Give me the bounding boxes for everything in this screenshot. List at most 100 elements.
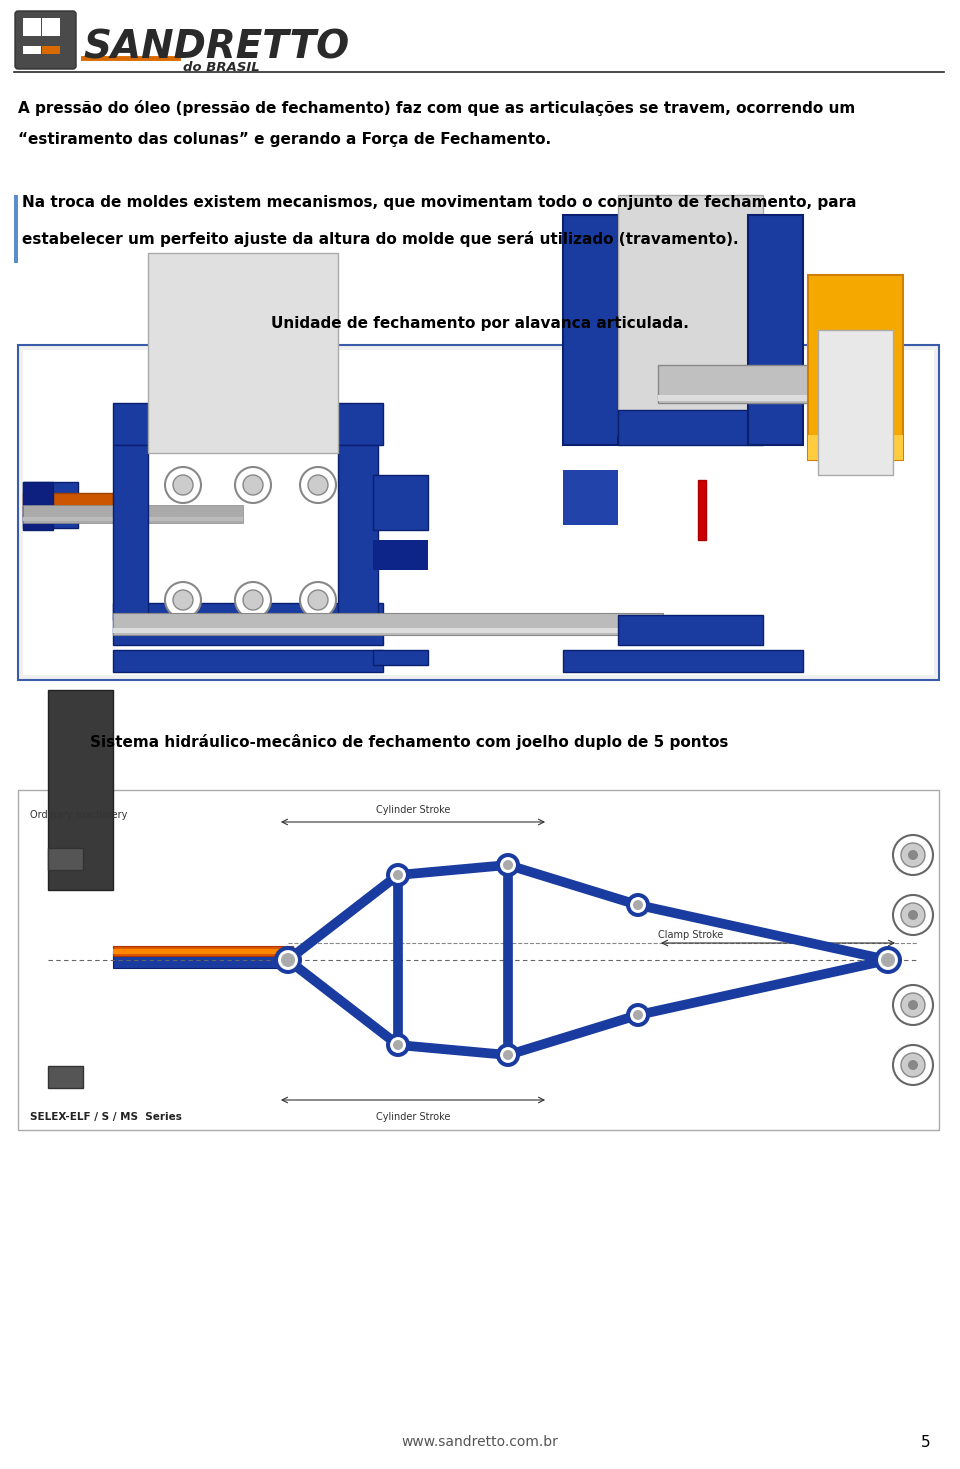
Bar bbox=[658, 364, 858, 403]
Text: Ordinary machinery: Ordinary machinery bbox=[30, 809, 128, 820]
Bar bbox=[48, 848, 83, 870]
Bar bbox=[818, 331, 893, 474]
Circle shape bbox=[908, 1000, 918, 1011]
Text: “estiramento das colunas” e gerando a Força de Fechamento.: “estiramento das colunas” e gerando a Fo… bbox=[18, 132, 551, 147]
Circle shape bbox=[893, 834, 933, 876]
Bar bbox=[113, 403, 383, 445]
Bar bbox=[42, 37, 60, 54]
Text: Cylinder Stroke: Cylinder Stroke bbox=[375, 1112, 450, 1122]
Circle shape bbox=[389, 1036, 407, 1053]
Circle shape bbox=[893, 1044, 933, 1086]
Circle shape bbox=[881, 953, 895, 967]
Text: Sistema hidráulico-mecânico de fechamento com joelho duplo de 5 pontos: Sistema hidráulico-mecânico de fechament… bbox=[90, 734, 729, 751]
Bar bbox=[23, 482, 78, 527]
Bar bbox=[858, 375, 876, 389]
Circle shape bbox=[386, 862, 410, 887]
Circle shape bbox=[877, 949, 899, 971]
Text: SANDRETTO: SANDRETTO bbox=[83, 28, 349, 66]
Bar bbox=[18, 345, 939, 680]
Circle shape bbox=[281, 953, 295, 967]
Circle shape bbox=[499, 1046, 517, 1064]
Circle shape bbox=[901, 903, 925, 927]
Bar bbox=[14, 195, 18, 263]
Circle shape bbox=[629, 896, 647, 914]
Bar bbox=[838, 350, 878, 397]
Bar bbox=[23, 350, 934, 674]
Bar bbox=[658, 395, 858, 401]
Circle shape bbox=[243, 591, 263, 610]
Bar bbox=[23, 482, 53, 530]
Circle shape bbox=[626, 1003, 650, 1027]
Bar bbox=[48, 690, 113, 890]
Bar bbox=[113, 613, 663, 635]
Text: do BRASIL: do BRASIL bbox=[183, 62, 260, 73]
Circle shape bbox=[165, 467, 201, 502]
Bar bbox=[18, 790, 939, 1130]
Bar bbox=[113, 952, 293, 968]
Circle shape bbox=[633, 1011, 643, 1019]
Bar bbox=[42, 37, 60, 46]
Bar bbox=[698, 480, 706, 541]
Circle shape bbox=[173, 474, 193, 495]
Circle shape bbox=[496, 853, 520, 877]
Circle shape bbox=[901, 993, 925, 1017]
Circle shape bbox=[235, 582, 271, 618]
Bar bbox=[23, 18, 41, 37]
Circle shape bbox=[243, 474, 263, 495]
Bar bbox=[48, 1066, 83, 1089]
Text: Unidade de fechamento por alavanca articulada.: Unidade de fechamento por alavanca artic… bbox=[271, 316, 689, 331]
Bar bbox=[148, 253, 338, 452]
Circle shape bbox=[277, 949, 299, 971]
Bar bbox=[113, 445, 148, 620]
Circle shape bbox=[308, 474, 328, 495]
Bar bbox=[23, 517, 243, 521]
Text: SELEX-ELF / S / MS  Series: SELEX-ELF / S / MS Series bbox=[30, 1112, 181, 1122]
Circle shape bbox=[503, 1050, 513, 1061]
Circle shape bbox=[901, 843, 925, 867]
Bar bbox=[42, 18, 60, 37]
Circle shape bbox=[629, 1006, 647, 1024]
Bar bbox=[113, 946, 293, 956]
Bar bbox=[113, 602, 383, 645]
Bar bbox=[373, 541, 428, 570]
Bar bbox=[23, 37, 41, 54]
Bar bbox=[373, 474, 428, 530]
Circle shape bbox=[893, 895, 933, 934]
Bar bbox=[618, 410, 763, 445]
Circle shape bbox=[503, 859, 513, 870]
Text: Clamp Stroke: Clamp Stroke bbox=[658, 930, 723, 940]
Bar bbox=[563, 214, 618, 445]
Circle shape bbox=[908, 851, 918, 859]
Circle shape bbox=[626, 893, 650, 917]
Circle shape bbox=[173, 591, 193, 610]
Bar bbox=[338, 445, 378, 616]
Circle shape bbox=[901, 1053, 925, 1077]
Text: www.sandretto.com.br: www.sandretto.com.br bbox=[401, 1435, 559, 1448]
Circle shape bbox=[908, 909, 918, 920]
Circle shape bbox=[499, 856, 517, 874]
Bar bbox=[23, 505, 243, 523]
Bar bbox=[563, 470, 618, 524]
Circle shape bbox=[393, 870, 403, 880]
Bar bbox=[23, 494, 113, 517]
Text: A pressão do óleo (pressão de fechamento) faz com que as articulações se travem,: A pressão do óleo (pressão de fechamento… bbox=[18, 100, 855, 116]
Circle shape bbox=[300, 582, 336, 618]
Bar bbox=[113, 949, 293, 953]
Text: Na troca de moldes existem mecanismos, que movimentam todo o conjunto de fechame: Na troca de moldes existem mecanismos, q… bbox=[22, 195, 856, 210]
Circle shape bbox=[496, 1043, 520, 1066]
Bar bbox=[373, 649, 428, 665]
FancyBboxPatch shape bbox=[15, 10, 76, 69]
Circle shape bbox=[308, 591, 328, 610]
Circle shape bbox=[274, 946, 302, 974]
Bar bbox=[23, 37, 41, 46]
Circle shape bbox=[386, 1033, 410, 1058]
Circle shape bbox=[165, 582, 201, 618]
Circle shape bbox=[893, 986, 933, 1025]
Circle shape bbox=[874, 946, 902, 974]
Circle shape bbox=[908, 1061, 918, 1069]
Bar bbox=[748, 214, 803, 445]
Text: 5: 5 bbox=[921, 1435, 930, 1450]
Bar bbox=[618, 616, 763, 645]
Circle shape bbox=[389, 867, 407, 884]
Circle shape bbox=[300, 467, 336, 502]
